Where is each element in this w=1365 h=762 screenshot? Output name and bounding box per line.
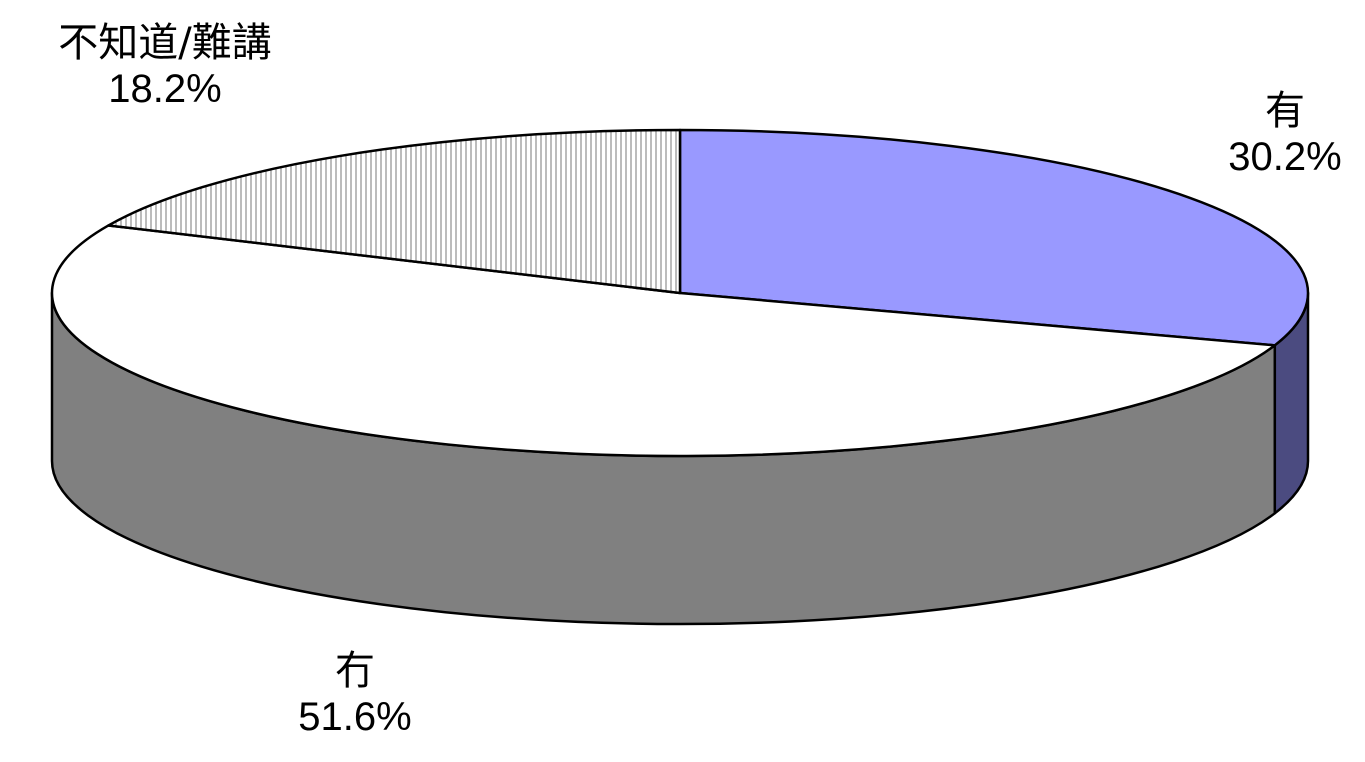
pie-slice-no xyxy=(50,224,1277,458)
slice-percent-yes: 30.2% xyxy=(1228,135,1342,179)
slice-name-yes: 有 xyxy=(1265,88,1305,134)
slice-percent-no: 51.6% xyxy=(298,695,412,739)
slice-percent-dont-know: 18.2% xyxy=(108,67,222,111)
pie-slice-yes xyxy=(678,128,1310,347)
slice-name-dont-know: 不知道/難講 xyxy=(58,20,272,66)
slice-label-no: 冇 51.6% xyxy=(265,648,445,740)
slice-label-yes: 有 30.2% xyxy=(1205,88,1365,180)
pie-slice-dont-know xyxy=(107,128,682,295)
slice-label-dont-know: 不知道/難講 18.2% xyxy=(10,20,320,112)
slice-name-no: 冇 xyxy=(335,648,375,694)
